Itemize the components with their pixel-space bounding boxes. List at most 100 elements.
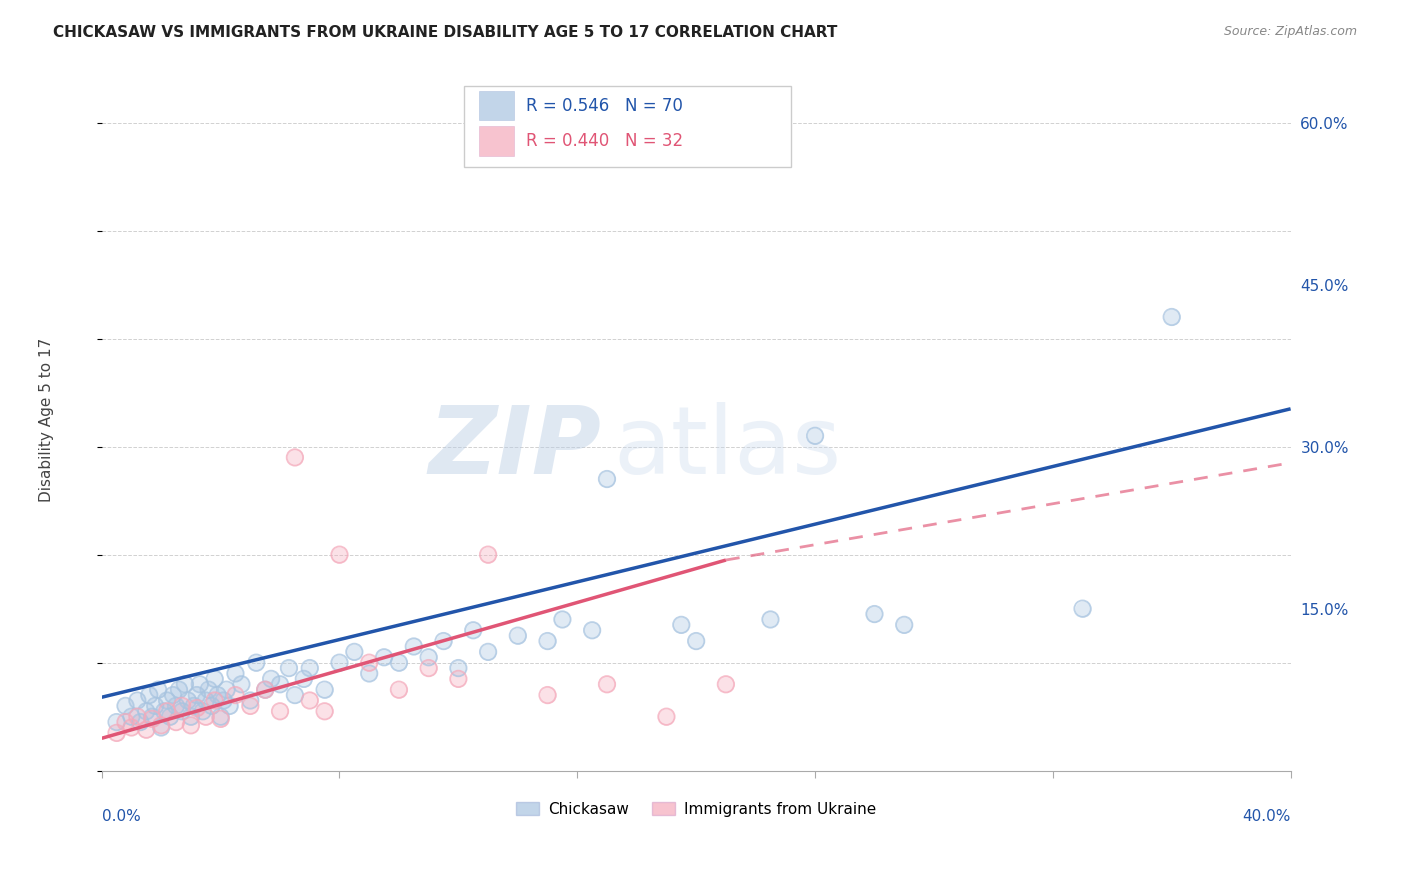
Point <box>655 709 678 723</box>
Point <box>447 672 470 686</box>
Point <box>231 677 253 691</box>
Point <box>141 712 163 726</box>
Point <box>156 693 179 707</box>
Point <box>105 715 128 730</box>
Point <box>1071 601 1094 615</box>
Point <box>127 709 149 723</box>
Point <box>314 682 336 697</box>
Point <box>239 693 262 707</box>
Point <box>239 693 262 707</box>
Point <box>174 677 197 691</box>
Point <box>278 661 301 675</box>
Point <box>463 624 485 638</box>
Point <box>596 472 619 486</box>
Point <box>685 634 707 648</box>
Point <box>156 704 179 718</box>
Point <box>180 709 202 723</box>
Point <box>254 682 277 697</box>
Point <box>150 718 173 732</box>
Point <box>194 693 217 707</box>
Point <box>863 607 886 621</box>
Point <box>596 472 619 486</box>
Point <box>150 721 173 735</box>
Point <box>418 661 440 675</box>
Point <box>148 682 170 697</box>
Point <box>186 701 208 715</box>
Text: R = 0.440   N = 32: R = 0.440 N = 32 <box>526 132 683 150</box>
Point <box>204 672 226 686</box>
Point <box>254 682 277 697</box>
Point <box>120 721 142 735</box>
Point <box>551 612 574 626</box>
Point <box>477 645 499 659</box>
Point <box>447 672 470 686</box>
Point <box>209 712 232 726</box>
Point <box>153 704 176 718</box>
Point <box>506 629 529 643</box>
Point <box>215 682 238 697</box>
Point <box>759 612 782 626</box>
Point <box>224 666 246 681</box>
Point <box>359 656 381 670</box>
Point <box>120 709 142 723</box>
Point <box>167 682 190 697</box>
Point <box>581 624 603 638</box>
Point <box>269 704 291 718</box>
Point <box>138 688 160 702</box>
Point <box>204 693 226 707</box>
Point <box>138 688 160 702</box>
Text: 0.0%: 0.0% <box>101 809 141 824</box>
Point <box>477 645 499 659</box>
Point <box>328 656 350 670</box>
Point <box>447 661 470 675</box>
Text: CHICKASAW VS IMMIGRANTS FROM UKRAINE DISABILITY AGE 5 TO 17 CORRELATION CHART: CHICKASAW VS IMMIGRANTS FROM UKRAINE DIS… <box>53 25 838 40</box>
Point <box>359 656 381 670</box>
Point <box>141 712 163 726</box>
Point <box>278 661 301 675</box>
Point <box>150 718 173 732</box>
Point <box>209 712 232 726</box>
Point <box>581 624 603 638</box>
Point <box>373 650 395 665</box>
Point <box>284 450 307 465</box>
Point <box>188 677 211 691</box>
Point <box>135 723 157 737</box>
Point <box>209 709 232 723</box>
Point <box>402 640 425 654</box>
Point <box>201 698 224 713</box>
Text: R = 0.546   N = 70: R = 0.546 N = 70 <box>526 96 683 115</box>
Point <box>141 709 163 723</box>
Y-axis label: Disability Age 5 to 17: Disability Age 5 to 17 <box>39 337 55 501</box>
Point <box>105 726 128 740</box>
Point <box>191 704 214 718</box>
Point <box>863 607 886 621</box>
Point <box>231 677 253 691</box>
Point <box>105 726 128 740</box>
Point <box>314 704 336 718</box>
Point <box>245 656 267 670</box>
Point <box>135 704 157 718</box>
Point <box>298 693 321 707</box>
Point <box>804 429 827 443</box>
Point <box>197 682 219 697</box>
FancyBboxPatch shape <box>478 91 515 120</box>
Point <box>388 656 411 670</box>
Point <box>328 548 350 562</box>
Text: 40.0%: 40.0% <box>1243 809 1291 824</box>
Point <box>177 693 200 707</box>
Point <box>388 682 411 697</box>
Point <box>804 429 827 443</box>
Point <box>183 698 205 713</box>
Text: ZIP: ZIP <box>429 401 600 493</box>
Point <box>194 709 217 723</box>
Point <box>105 715 128 730</box>
Point <box>167 682 190 697</box>
Text: atlas: atlas <box>613 401 841 493</box>
Point <box>245 656 267 670</box>
Point <box>536 688 558 702</box>
Point <box>201 698 224 713</box>
Point <box>463 624 485 638</box>
Point <box>254 682 277 697</box>
Point <box>536 634 558 648</box>
Text: Source: ZipAtlas.com: Source: ZipAtlas.com <box>1223 25 1357 38</box>
